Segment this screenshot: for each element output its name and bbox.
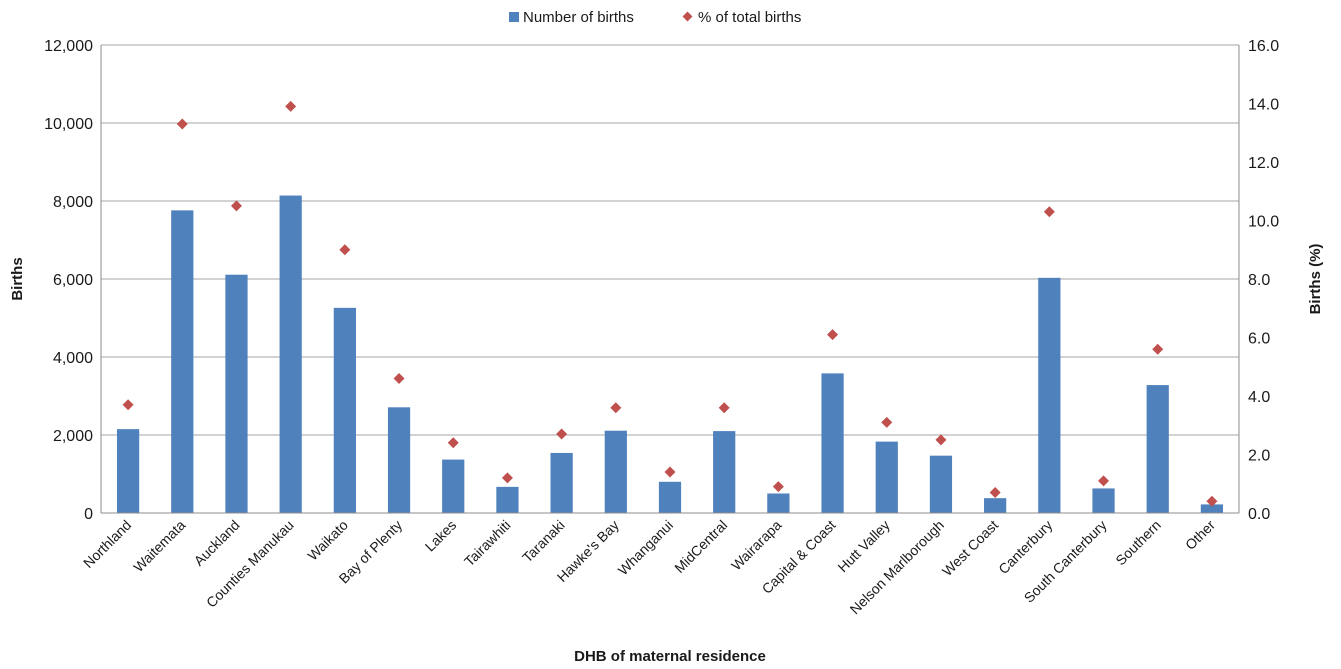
category-label: Whanganui	[615, 517, 676, 578]
y-axis-title: Births	[9, 257, 26, 300]
bar-bay-of-plenty	[387, 407, 411, 513]
point-taranaki	[556, 428, 568, 440]
category-label: West Coast	[939, 517, 1001, 579]
y-tick-label: 8,000	[53, 194, 93, 211]
y2-tick-label: 10.0	[1248, 214, 1279, 231]
bar-lakes	[442, 459, 465, 513]
bar-auckland	[225, 274, 248, 513]
point-waitemata	[176, 118, 188, 130]
x-axis-title: DHB of maternal residence	[574, 648, 766, 665]
category-label: Hutt Valley	[834, 517, 892, 575]
y2-tick-label: 2.0	[1248, 448, 1270, 465]
point-auckland	[230, 200, 242, 212]
y2-tick-label: 4.0	[1248, 389, 1270, 406]
category-label: Nelson Marlborough	[847, 517, 947, 617]
left-axis-tick-labels: 0 2,000 4,000 6,000 8,000 10,000 12,000	[44, 38, 93, 523]
bar-waitemata	[171, 210, 194, 514]
point-counties-manukau	[285, 100, 297, 112]
bar-south-canterbury	[1092, 488, 1115, 513]
category-label: Auckland	[191, 517, 243, 569]
y-tick-label: 6,000	[53, 272, 93, 289]
bar-capital-coast	[821, 373, 844, 513]
bar-canterbury	[1038, 277, 1061, 513]
category-label: Waikato	[304, 517, 351, 564]
y-tick-label: 4,000	[53, 350, 93, 367]
legend-label-number-of-births: Number of births	[523, 9, 634, 26]
y2-tick-label: 8.0	[1248, 272, 1270, 289]
point-south-canterbury	[1098, 475, 1110, 487]
y2-tick-label: 6.0	[1248, 331, 1270, 348]
bar-tairawhiti	[496, 486, 519, 513]
bar-taranaki	[550, 452, 573, 513]
legend: Number of births % of total births	[509, 9, 801, 26]
category-label: Taranaki	[519, 517, 568, 566]
category-label: Northland	[80, 517, 134, 571]
bar-whanganui	[658, 481, 682, 513]
point-lakes	[447, 437, 459, 449]
point-wairarapa	[772, 481, 784, 493]
bar-counties-manukau	[279, 195, 302, 514]
category-label: Southern	[1112, 517, 1163, 568]
point-other	[1206, 495, 1218, 507]
point-canterbury	[1043, 206, 1055, 218]
right-axis-tick-labels: 0.0 2.0 4.0 6.0 8.0 10.0 12.0 14.0 16.0	[1248, 38, 1279, 523]
y-tick-label: 0	[84, 506, 93, 523]
bar-west-coast	[984, 498, 1007, 513]
y-tick-label: 10,000	[44, 116, 93, 133]
point-waikato	[339, 244, 351, 256]
bar-southern	[1146, 385, 1169, 513]
point-tairawhiti	[501, 472, 513, 484]
bar-series-number-of-births	[116, 195, 1224, 514]
y2-tick-label: 16.0	[1248, 38, 1279, 55]
bar-nelson-marlborough	[929, 455, 953, 513]
legend-swatch-percent-of-total-births	[682, 11, 693, 22]
y2-axis-title: Births (%)	[1307, 244, 1324, 315]
category-label: Lakes	[422, 517, 460, 555]
category-label: MidCentral	[671, 517, 730, 576]
point-nelson-marlborough	[935, 434, 947, 446]
point-bay-of-plenty	[393, 372, 405, 384]
gridlines	[101, 44, 1239, 436]
category-label: Tairawhiti	[461, 517, 514, 570]
category-label: Other	[1182, 517, 1218, 553]
bar-midcentral	[713, 431, 736, 513]
y2-tick-label: 14.0	[1248, 97, 1279, 114]
point-hawke-s-bay	[610, 402, 622, 414]
category-label: Waitemata	[130, 517, 188, 575]
legend-label-percent-of-total-births: % of total births	[698, 9, 801, 26]
y-tick-label: 12,000	[44, 38, 93, 55]
bar-northland	[116, 429, 140, 513]
point-hutt-valley	[881, 416, 893, 428]
point-capital-coast	[827, 329, 839, 341]
y2-tick-label: 12.0	[1248, 155, 1279, 172]
bar-waikato	[333, 307, 356, 513]
bar-wairarapa	[767, 493, 790, 513]
point-west-coast	[989, 487, 1001, 499]
axes	[100, 45, 1240, 514]
point-midcentral	[718, 402, 730, 414]
bar-other	[1200, 504, 1224, 513]
legend-swatch-number-of-births	[509, 12, 519, 22]
marker-series-percent-of-total-births	[122, 100, 1218, 507]
bar-hutt-valley	[875, 441, 898, 513]
y-tick-label: 2,000	[53, 428, 93, 445]
bar-hawke-s-bay	[604, 430, 627, 513]
point-whanganui	[664, 466, 676, 478]
point-southern	[1152, 343, 1164, 355]
y2-tick-label: 0.0	[1248, 506, 1270, 523]
point-northland	[122, 399, 134, 411]
category-label: Wairarapa	[728, 517, 785, 574]
